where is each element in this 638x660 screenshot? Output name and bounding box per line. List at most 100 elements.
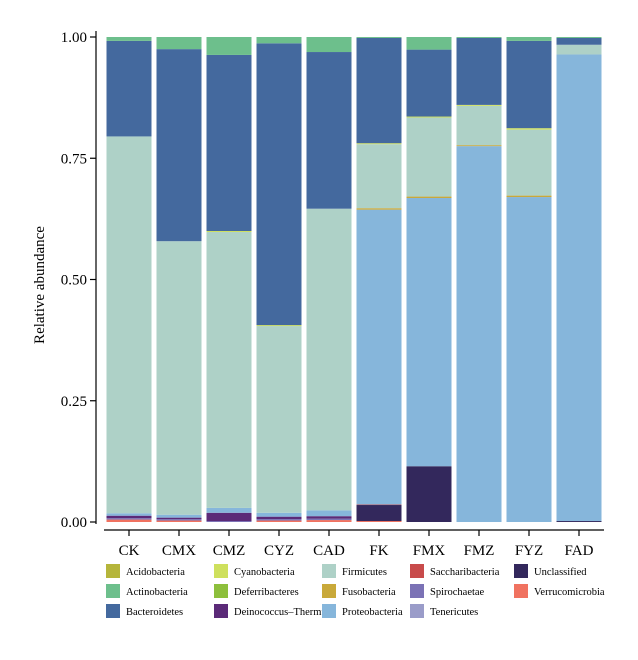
- bar-segment-ck-verrucomicrobia: [106, 519, 152, 522]
- bar-segment-cyz-cyanobacteria: [256, 325, 302, 327]
- bar-segment-ck-firmicutes: [106, 136, 152, 514]
- x-tick-label: CK: [119, 543, 140, 559]
- bar-segment-fmz-proteobacteria: [456, 146, 502, 523]
- bar-segment-fad-bacteroidetes: [556, 37, 602, 45]
- bar-segment-cmz-firmicutes: [206, 231, 252, 508]
- bar-segment-fad-proteobacteria: [556, 54, 602, 522]
- bar-segment-cmx-firmicutes: [156, 241, 202, 515]
- bar-segment-fmz-firmicutes: [456, 105, 502, 146]
- bar-segment-cmz-spirochaetae: [206, 521, 252, 522]
- legend-swatch: [214, 564, 228, 578]
- bar-segment-cmz-actinobacteria: [206, 37, 252, 55]
- bar-segment-fyz-fusobacteria: [506, 195, 552, 198]
- y-tick-label: 0.75: [61, 151, 87, 167]
- bar-segment-cmx-proteobacteria: [156, 514, 202, 518]
- legend-label: Firmicutes: [342, 567, 387, 578]
- legend-label: Acidobacteria: [126, 567, 185, 578]
- bar-segment-cmx-verrucomicrobia: [156, 520, 202, 522]
- y-tick-label: 0.50: [61, 273, 87, 289]
- legend-label: Bacteroidetes: [126, 607, 183, 618]
- axes-layer: 0.00 0.25 0.50 0.75 1.00 CK CMX CMZ CYZ CAD FK FMX F…: [61, 30, 604, 559]
- bar-segment-cad-firmicutes: [306, 208, 352, 511]
- legend-swatch: [322, 584, 336, 598]
- bar-segment-fk-verrucomicrobia: [356, 521, 402, 522]
- legend-swatch: [106, 564, 120, 578]
- bar-segment-cyz-actinobacteria: [256, 37, 302, 44]
- bar-segment-fad-firmicutes: [556, 44, 602, 55]
- legend-swatch: [106, 604, 120, 618]
- legend-swatch: [410, 584, 424, 598]
- bar-segment-cyz-verrucomicrobia: [256, 520, 302, 522]
- x-tick-label: FMZ: [464, 543, 495, 559]
- bar-segment-cyz-proteobacteria: [256, 512, 302, 517]
- bar-segment-fk-firmicutes: [356, 144, 402, 209]
- bar-segment-fmx-unclassified: [406, 466, 452, 522]
- y-tick-label: 0.25: [61, 394, 87, 410]
- bar-segment-fad-unclassified: [556, 521, 602, 522]
- bar-segment-fyz-cyanobacteria: [506, 128, 552, 130]
- bar-segment-cmz-proteobacteria: [206, 507, 252, 513]
- bar-segment-fyz-bacteroidetes: [506, 40, 552, 129]
- bar-segment-ck-spirochaetae: [106, 518, 152, 520]
- bar-segment-fk-fusobacteria: [356, 208, 402, 210]
- legend: Acidobacteria Actinobacteria Bacteroidetes…: [106, 564, 605, 618]
- bar-segment-fmz-cyanobacteria: [456, 104, 502, 106]
- bar-segment-fmx-actinobacteria: [406, 37, 452, 50]
- bar-segment-fmx-firmicutes: [406, 117, 452, 197]
- legend-swatch: [214, 584, 228, 598]
- legend-swatch: [514, 584, 528, 598]
- bar-segment-fmz-actinobacteria: [456, 37, 502, 38]
- bar-segment-cyz-firmicutes: [256, 326, 302, 513]
- bar-segment-ck-proteobacteria: [106, 513, 152, 516]
- bar-segment-fmz-bacteroidetes: [456, 37, 502, 105]
- bar-segment-fad-actinobacteria: [556, 37, 602, 38]
- bar-segment-ck-deinococcus-thermus: [106, 515, 152, 519]
- bar-segment-cmx-deinococcus-thermus: [156, 517, 202, 520]
- legend-label: Actinobacteria: [126, 587, 188, 598]
- bar-segment-cyz-deinococcus-thermus: [256, 516, 302, 520]
- legend-label: Fusobacteria: [342, 587, 396, 598]
- bar-segment-fmx-fusobacteria: [406, 196, 452, 199]
- x-tick-label: CYZ: [264, 543, 294, 559]
- x-tick-label: FMX: [413, 543, 446, 559]
- legend-label: Proteobacteria: [342, 607, 403, 618]
- legend-label: Deinococcus–Thermus: [234, 607, 331, 618]
- legend-label: Spirochaetae: [430, 587, 485, 598]
- x-tick-label: FYZ: [515, 543, 543, 559]
- bar-segment-fk-cyanobacteria: [356, 143, 402, 145]
- x-tick-label: FK: [369, 543, 388, 559]
- legend-label: Unclassified: [534, 567, 587, 578]
- legend-swatch: [322, 604, 336, 618]
- bar-segment-fmx-bacteroidetes: [406, 49, 452, 117]
- bar-segment-fyz-firmicutes: [506, 129, 552, 196]
- bar-segment-cmz-bacteroidetes: [206, 54, 252, 231]
- bar-segment-ck-bacteroidetes: [106, 40, 152, 137]
- legend-swatch: [514, 564, 528, 578]
- bar-segment-cad-actinobacteria: [306, 37, 352, 53]
- bar-segment-cmz-cyanobacteria: [206, 231, 252, 232]
- legend-label: Saccharibacteria: [430, 567, 500, 578]
- legend-swatch: [410, 564, 424, 578]
- y-tick-label: 0.00: [61, 515, 87, 531]
- bar-segment-cyz-bacteroidetes: [256, 43, 302, 326]
- x-tick-label: CMZ: [213, 543, 246, 559]
- bar-segment-fk-bacteroidetes: [356, 37, 402, 144]
- bar-segment-cad-deinococcus-thermus: [306, 516, 352, 519]
- legend-swatch: [322, 564, 336, 578]
- legend-label: Tenericutes: [430, 607, 478, 618]
- legend-swatch: [106, 584, 120, 598]
- bar-segment-fmz-fusobacteria: [456, 145, 502, 147]
- bar-segment-fk-actinobacteria: [356, 37, 402, 38]
- bar-segment-cad-spirochaetae: [306, 518, 352, 521]
- legend-label: Cyanobacteria: [234, 567, 295, 578]
- legend-swatch: [214, 604, 228, 618]
- bar-segment-fmx-cyanobacteria: [406, 116, 452, 118]
- x-tick-label: CAD: [313, 543, 345, 559]
- bar-segment-fk-unclassified: [356, 505, 402, 522]
- bar-segment-fyz-actinobacteria: [506, 37, 552, 41]
- y-tick-label: 1.00: [61, 30, 87, 46]
- bar-segment-cmz-deinococcus-thermus: [206, 512, 252, 522]
- bar-segment-cmx-actinobacteria: [156, 37, 202, 50]
- x-tick-label: FAD: [565, 543, 594, 559]
